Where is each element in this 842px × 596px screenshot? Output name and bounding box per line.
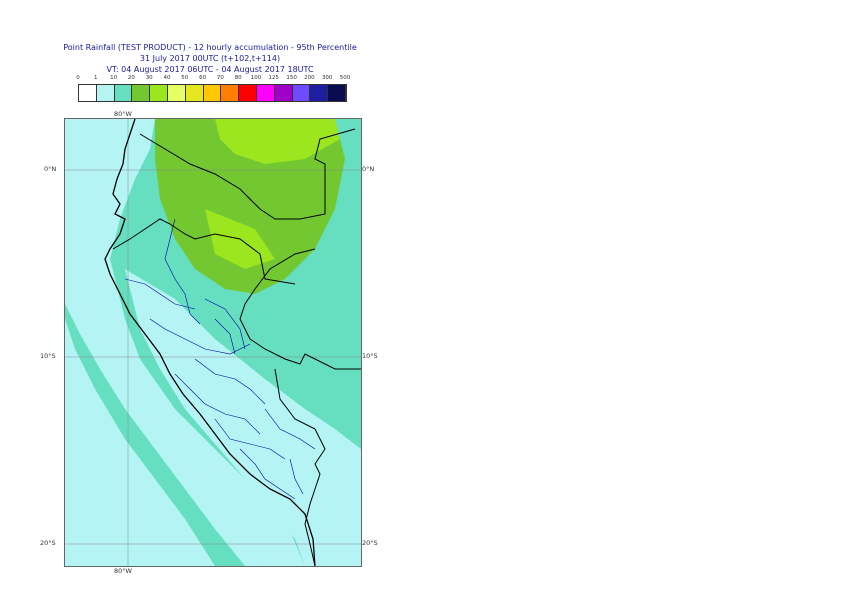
color-legend (78, 84, 347, 102)
border-peru-bolivia (274, 368, 326, 566)
lat-label-0-left: 0°N (44, 165, 57, 173)
legend-threshold-label: 40 (163, 75, 171, 81)
lat-label-20s-left: 20°S (40, 539, 56, 547)
coastline (104, 119, 316, 566)
legend-threshold-label: 300 (321, 75, 333, 81)
legend-threshold-label: 150 (286, 75, 297, 81)
run-date: 31 July 2017 00UTC (t+102,t+114) (139, 54, 281, 63)
lat-label-10s-left: 10°S (40, 352, 56, 360)
legend-swatch (185, 85, 204, 101)
legend-swatch (79, 85, 97, 101)
legend-threshold-label: 100 (250, 75, 262, 81)
legend-swatch (239, 85, 257, 101)
lat-label-0-right: 0°N (362, 165, 375, 173)
legend-swatch (167, 85, 186, 101)
legend-threshold-label: 20 (127, 75, 135, 81)
legend-threshold-label: 70 (216, 75, 224, 81)
legend-swatch (150, 85, 168, 101)
legend-swatch (221, 85, 240, 101)
legend-swatch (292, 85, 311, 101)
amazon-band-20-30 (155, 119, 345, 294)
legend-threshold-label: 60 (199, 75, 207, 81)
legend-swatch (132, 85, 151, 101)
border-peru-brazil (239, 248, 361, 370)
rainfall-map (64, 118, 362, 567)
amazon-band-30-40 (215, 119, 340, 164)
legend-swatch (310, 85, 329, 101)
border-ecuador-peru (112, 218, 296, 285)
legend-swatch (256, 85, 275, 101)
lon-label-bottom: 80°W (114, 567, 132, 575)
legend-threshold-label: 200 (304, 75, 315, 81)
legend-swatch (96, 85, 115, 101)
legend-threshold-label: 125 (268, 75, 280, 81)
ocean-west-low (65, 119, 305, 566)
legend-threshold-label: 30 (145, 75, 153, 81)
map-canvas (65, 119, 361, 566)
legend-threshold-label: 1 (94, 75, 98, 81)
lat-label-10s-right: 10°S (362, 352, 378, 360)
border-ecuador-colombia (139, 128, 356, 220)
legend-swatch (328, 85, 346, 101)
lat-label-20s-right: 20°S (362, 539, 378, 547)
lon-label-top: 80°W (114, 110, 132, 118)
regional-borders (124, 218, 316, 500)
legend-threshold-label: 80 (234, 75, 242, 81)
legend-swatch (114, 85, 133, 101)
legend-swatch (203, 85, 222, 101)
chart-title: Point Rainfall (TEST PRODUCT) - 12 hourl… (63, 43, 357, 52)
legend-threshold-label: 500 (339, 75, 351, 81)
legend-threshold-label: 0 (76, 75, 80, 81)
legend-threshold-label: 50 (181, 75, 189, 81)
valid-time: VT: 04 August 2017 06UTC - 04 August 201… (106, 65, 314, 74)
legend-threshold-label: 10 (110, 75, 118, 81)
legend-swatch (274, 85, 293, 101)
